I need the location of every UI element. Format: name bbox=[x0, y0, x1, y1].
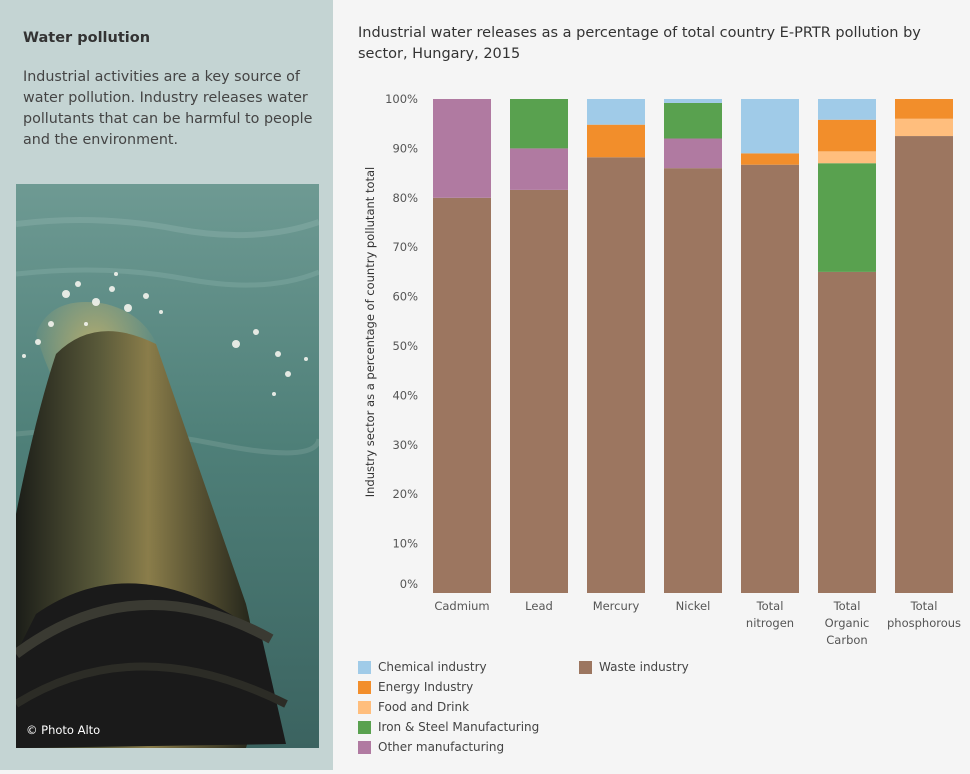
side-panel: Water pollution Industrial activities ar… bbox=[0, 0, 333, 770]
bar-segment[interactable] bbox=[587, 157, 645, 594]
y-tick-label: 90% bbox=[392, 141, 418, 155]
y-tick-label: 30% bbox=[392, 438, 418, 452]
legend-item[interactable]: Energy Industry bbox=[358, 679, 473, 695]
chart-area: Industry sector as a percentage of count… bbox=[333, 0, 970, 770]
legend-label: Chemical industry bbox=[378, 660, 487, 674]
legend-item[interactable]: Chemical industry bbox=[358, 659, 487, 675]
y-tick-label: 20% bbox=[392, 487, 418, 501]
bar-segment[interactable] bbox=[818, 163, 876, 272]
legend-swatch bbox=[579, 660, 592, 674]
y-tick-label: 100% bbox=[385, 92, 418, 106]
bar-segment[interactable] bbox=[664, 138, 722, 169]
bar-segment[interactable] bbox=[818, 99, 876, 120]
legend-swatch bbox=[358, 720, 371, 734]
bar-segment[interactable] bbox=[741, 164, 799, 593]
legend-label: Other manufacturing bbox=[378, 740, 505, 754]
bar-segment[interactable] bbox=[433, 99, 491, 198]
legend-label: Food and Drink bbox=[378, 700, 470, 714]
bar-segment[interactable] bbox=[587, 99, 645, 125]
y-tick-label: 80% bbox=[392, 191, 418, 205]
bar-segment[interactable] bbox=[895, 118, 953, 137]
bar-segment[interactable] bbox=[895, 136, 953, 594]
x-tick-label: Total Organic Carbon bbox=[825, 599, 870, 647]
bar-segment[interactable] bbox=[895, 99, 953, 119]
y-axis-ticks: 0% 10% 20% 30% 40% 50% 60% 70% 80% 90% 100% bbox=[385, 92, 418, 591]
legend-swatch bbox=[358, 660, 371, 674]
y-tick-label: 50% bbox=[392, 339, 418, 353]
y-axis-label: Industry sector as a percentage of count… bbox=[363, 167, 377, 498]
y-tick-label: 40% bbox=[392, 388, 418, 402]
stacked-bar-chart: Industry sector as a percentage of count… bbox=[363, 92, 961, 647]
legend-item[interactable]: Other manufacturing bbox=[358, 739, 504, 755]
side-description: Industrial activities are a key source o… bbox=[23, 69, 313, 148]
chart-title: Industrial water releases as a percentag… bbox=[358, 25, 921, 62]
x-tick-label: Total phosphorous bbox=[887, 599, 961, 630]
legend-swatch bbox=[358, 700, 371, 714]
x-tick-label: Lead bbox=[525, 599, 553, 613]
y-tick-label: 60% bbox=[392, 290, 418, 304]
y-tick-label: 70% bbox=[392, 240, 418, 254]
bar-segment[interactable] bbox=[818, 119, 876, 152]
y-tick-label: 0% bbox=[400, 577, 418, 591]
legend-item[interactable]: Food and Drink bbox=[358, 699, 469, 715]
bar-segment[interactable] bbox=[818, 151, 876, 164]
bar-segment[interactable] bbox=[433, 197, 491, 594]
bar-segment[interactable] bbox=[587, 124, 645, 158]
bar-segment[interactable] bbox=[664, 99, 722, 103]
x-axis-ticks: Cadmium Lead Mercury Nickel Total nitrogen Tot… bbox=[434, 599, 961, 647]
pipe-photo: © Photo Alto bbox=[16, 184, 319, 748]
x-tick-label: Mercury bbox=[593, 599, 640, 613]
bar-segment[interactable] bbox=[818, 271, 876, 593]
legend-label: Iron & Steel Manufacturing bbox=[378, 720, 540, 734]
bar-segment[interactable] bbox=[510, 99, 568, 149]
bars bbox=[433, 99, 953, 594]
bar-segment[interactable] bbox=[741, 153, 799, 165]
legend-swatch bbox=[358, 740, 371, 754]
bar-segment[interactable] bbox=[510, 148, 568, 190]
legend: Chemical industry Energy Industry Food and… bbox=[358, 658, 958, 768]
photo-credit: © Photo Alto bbox=[26, 723, 101, 737]
bar-segment[interactable] bbox=[664, 168, 722, 593]
x-tick-label: Cadmium bbox=[434, 599, 489, 613]
x-tick-label: Total nitrogen bbox=[746, 599, 794, 630]
x-tick-label: Nickel bbox=[676, 599, 711, 613]
legend-label: Energy Industry bbox=[378, 680, 474, 694]
legend-item[interactable]: Waste industry bbox=[579, 659, 689, 675]
side-title: Water pollution bbox=[23, 30, 151, 46]
legend-swatch bbox=[358, 680, 371, 694]
legend-label: Waste industry bbox=[599, 660, 689, 674]
bar-segment[interactable] bbox=[664, 102, 722, 139]
y-tick-label: 10% bbox=[392, 537, 418, 551]
legend-item[interactable]: Iron & Steel Manufacturing bbox=[358, 719, 539, 735]
bar-segment[interactable] bbox=[741, 99, 799, 154]
bar-segment[interactable] bbox=[510, 189, 568, 593]
